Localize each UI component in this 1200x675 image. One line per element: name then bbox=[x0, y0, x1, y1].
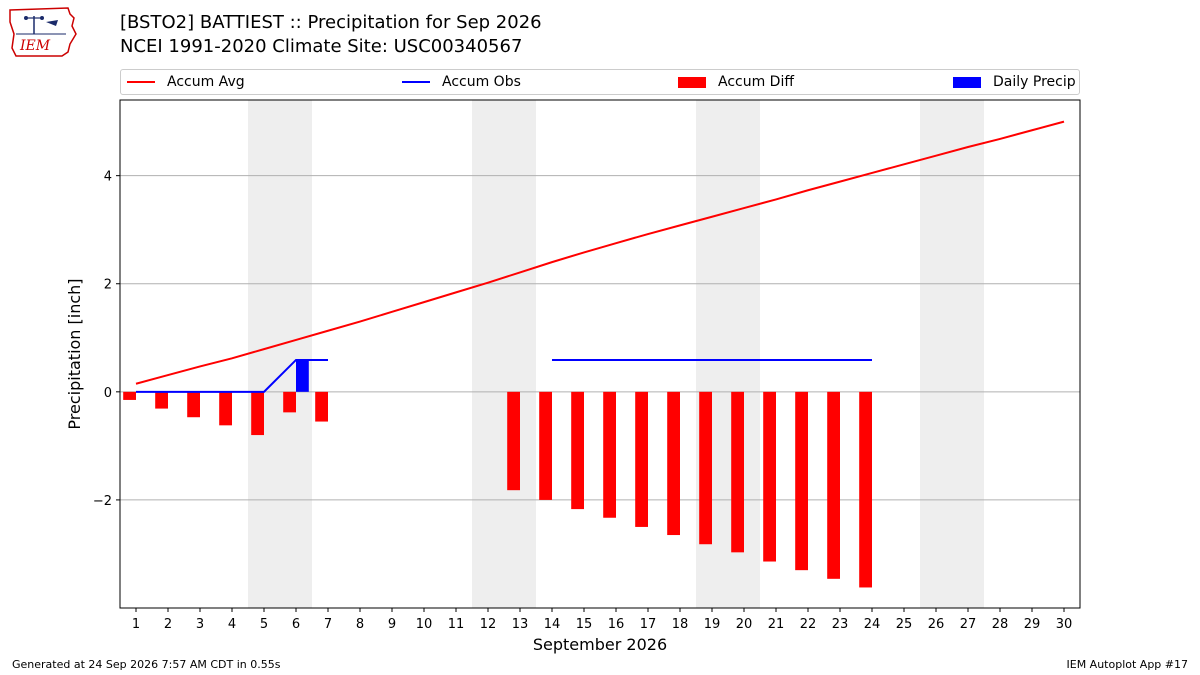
legend-swatch bbox=[953, 76, 981, 88]
x-tick-label: 5 bbox=[260, 617, 268, 632]
accum-diff-bar bbox=[859, 391, 872, 588]
legend-item-accum-obs: Accum Obs bbox=[402, 74, 521, 90]
accum-diff-bar bbox=[827, 391, 840, 579]
legend-swatch bbox=[402, 81, 430, 83]
x-tick-label: 29 bbox=[1024, 617, 1041, 632]
x-tick-label: 8 bbox=[356, 617, 364, 632]
accum-diff-bar bbox=[731, 391, 744, 553]
chart-subtitle: NCEI 1991-2020 Climate Site: USC00340567 bbox=[120, 36, 523, 57]
accum-avg-line bbox=[135, 120, 1065, 385]
x-tick-label: 30 bbox=[1056, 617, 1073, 632]
x-tick-label: 26 bbox=[928, 617, 945, 632]
accum-obs-line bbox=[136, 358, 328, 393]
accum-diff-bar bbox=[699, 391, 712, 545]
accum-diff-bar bbox=[571, 391, 584, 510]
accum-diff-bar bbox=[315, 391, 328, 422]
x-axis-label: September 2026 bbox=[533, 635, 667, 654]
accum-diff-bar bbox=[635, 391, 648, 527]
accum-diff-bar bbox=[763, 391, 776, 562]
x-tick-label: 28 bbox=[992, 617, 1009, 632]
x-tick-label: 11 bbox=[448, 617, 465, 632]
accum-diff-bar bbox=[795, 391, 808, 571]
accum-diff-bar bbox=[187, 391, 200, 418]
iem-logo: IEM bbox=[6, 4, 80, 60]
weekend-band bbox=[248, 100, 312, 608]
accum-diff-bar bbox=[283, 391, 296, 413]
legend-swatch bbox=[678, 76, 706, 88]
x-tick-label: 23 bbox=[832, 617, 849, 632]
legend-label: Accum Obs bbox=[442, 74, 521, 90]
x-tick-label: 9 bbox=[388, 617, 396, 632]
weekend-band bbox=[472, 100, 536, 608]
legend-item-daily-precip: Daily Precip bbox=[953, 74, 1076, 90]
x-tick-label: 25 bbox=[896, 617, 913, 632]
x-tick-label: 3 bbox=[196, 617, 204, 632]
footer-generated: Generated at 24 Sep 2026 7:57 AM CDT in … bbox=[12, 658, 281, 671]
weather-station-icon bbox=[16, 16, 66, 35]
legend-label: Accum Avg bbox=[167, 74, 245, 90]
x-tick-label: 2 bbox=[164, 617, 172, 632]
x-tick-label: 1 bbox=[132, 617, 140, 632]
x-tick-label: 20 bbox=[736, 617, 753, 632]
x-tick-label: 15 bbox=[576, 617, 593, 632]
x-tick-label: 6 bbox=[292, 617, 300, 632]
x-tick-label: 13 bbox=[512, 617, 529, 632]
plot-frame bbox=[119, 99, 1081, 609]
y-tick-label: 4 bbox=[104, 170, 112, 185]
x-tick-label: 12 bbox=[480, 617, 497, 632]
legend-swatch bbox=[127, 81, 155, 83]
x-tick-label: 21 bbox=[768, 617, 785, 632]
accum-diff-bar bbox=[667, 391, 680, 536]
x-tick-label: 27 bbox=[960, 617, 977, 632]
y-axis-label: Precipitation [inch] bbox=[65, 278, 84, 429]
accum-diff-bar bbox=[155, 391, 168, 409]
accum-diff-bar bbox=[251, 391, 264, 436]
legend-label: Daily Precip bbox=[993, 74, 1076, 90]
x-tick-label: 10 bbox=[416, 617, 433, 632]
x-tick-label: 7 bbox=[324, 617, 332, 632]
legend-item-accum-avg: Accum Avg bbox=[127, 74, 245, 90]
y-tick-label: 2 bbox=[104, 278, 112, 293]
x-tick-label: 4 bbox=[228, 617, 236, 632]
legend-item-accum-diff: Accum Diff bbox=[678, 74, 794, 90]
legend-label: Accum Diff bbox=[718, 74, 795, 90]
x-tick-label: 14 bbox=[544, 617, 561, 632]
x-tick-label: 22 bbox=[800, 617, 817, 632]
x-tick-label: 16 bbox=[608, 617, 625, 632]
y-tick-label: −2 bbox=[93, 494, 112, 509]
x-tick-label: 17 bbox=[640, 617, 657, 632]
legend: Accum Avg Accum Obs Accum Diff Daily Pre… bbox=[120, 69, 1080, 95]
accum-diff-bar bbox=[603, 391, 616, 518]
accum-diff-bar bbox=[123, 391, 136, 400]
x-tick-label: 19 bbox=[704, 617, 721, 632]
accum-diff-bar bbox=[507, 391, 520, 491]
accum-diff-bar bbox=[539, 391, 552, 500]
x-tick-label: 24 bbox=[864, 617, 881, 632]
chart-title: [BSTO2] BATTIEST :: Precipitation for Se… bbox=[120, 12, 542, 33]
logo-text: IEM bbox=[19, 38, 51, 54]
footer-app: IEM Autoplot App #17 bbox=[1066, 658, 1189, 671]
daily-precip-bar bbox=[296, 359, 309, 392]
accum-diff-bar bbox=[219, 391, 232, 426]
x-tick-label: 18 bbox=[672, 617, 689, 632]
y-tick-label: 0 bbox=[104, 386, 112, 401]
weekend-band bbox=[920, 100, 984, 608]
